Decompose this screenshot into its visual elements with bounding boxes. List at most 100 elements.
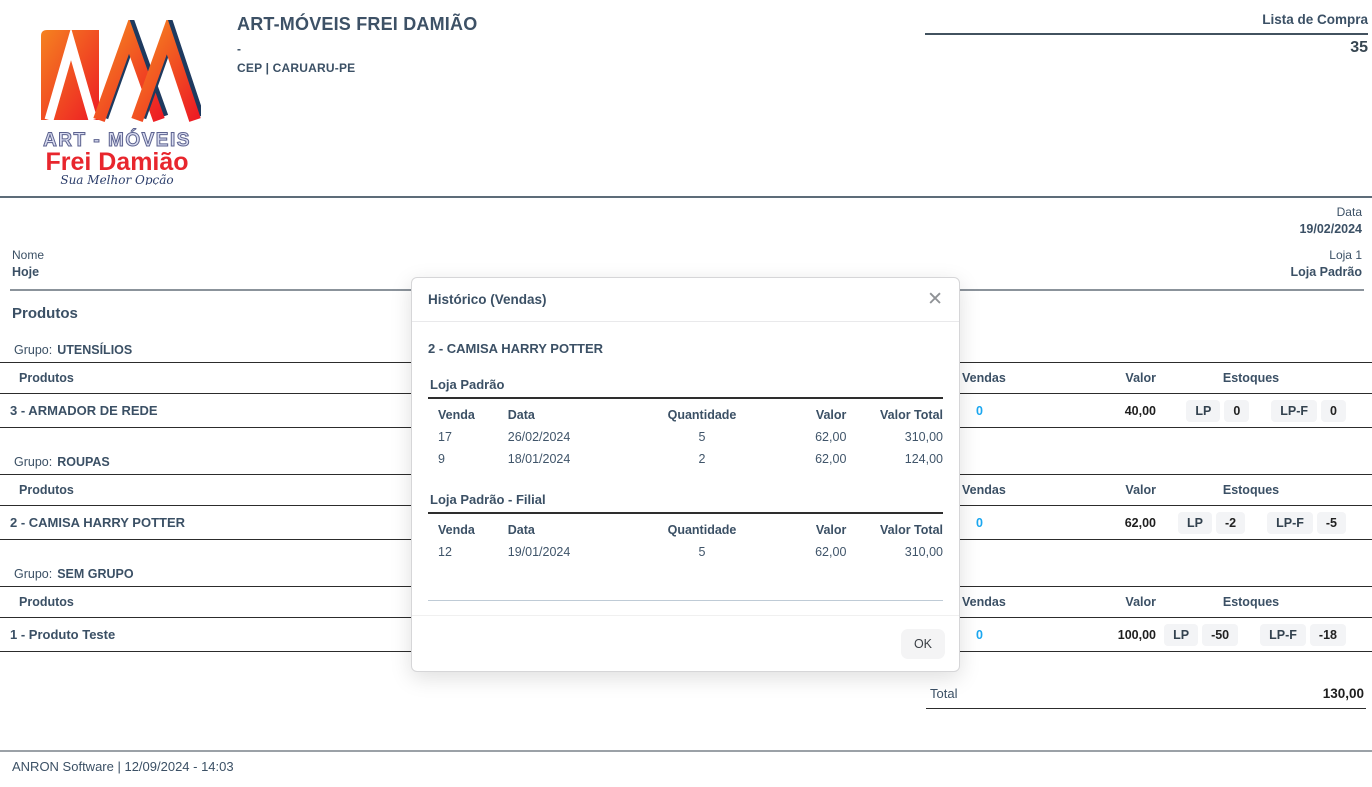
report-title-block: Lista de Compra 35 — [925, 12, 1368, 57]
close-icon[interactable]: ✕ — [927, 289, 943, 310]
venda-valor: 62,00 — [815, 430, 847, 444]
sales-table-loja-padrao-filial: Venda Data Quantidade Valor Valor Total … — [428, 514, 943, 563]
venda-qtd: 5 — [698, 430, 706, 444]
logo-slogan: Sua Melhor Opção — [60, 173, 173, 185]
col-header-valor: Valor — [1125, 483, 1156, 497]
data-value: 19/02/2024 — [1299, 222, 1362, 236]
company-name: ART-MÓVEIS FREI DAMIÃO — [237, 14, 478, 34]
company-logo: ART - MÓVEIS Frei Damião Sua Melhor Opçã… — [33, 13, 205, 187]
venda-valor: 62,00 — [815, 545, 847, 559]
modal-body-end-divider — [428, 600, 943, 601]
lp-badge-label: LP — [1164, 623, 1199, 646]
meta-data: Data 19/02/2024 — [1299, 205, 1362, 236]
estoques-cell: LP -50 LP-F -18 — [1156, 623, 1372, 646]
store-section-title: Loja Padrão — [428, 377, 943, 399]
col-header-estoques: Estoques — [1222, 371, 1280, 385]
venda-id: 12 — [438, 545, 452, 559]
col-quantidade: Quantidade — [667, 523, 737, 537]
col-venda: Venda — [438, 523, 475, 537]
sales-row: 12 19/01/2024 5 62,00 310,00 — [428, 541, 943, 563]
group-name: UTENSÍLIOS — [57, 342, 133, 357]
footer-divider — [0, 750, 1372, 752]
group-name: SEM GRUPO — [57, 566, 134, 581]
modal-body: 2 - CAMISA HARRY POTTER Loja Padrão Vend… — [412, 322, 959, 615]
estoques-cell: LP 0 LP-F 0 — [1156, 399, 1372, 422]
sales-table-loja-padrao: Venda Data Quantidade Valor Valor Total … — [428, 399, 943, 470]
report-number: 35 — [1350, 39, 1368, 56]
lp-badge-value: -50 — [1202, 623, 1239, 646]
group-prefix: Grupo: — [14, 454, 53, 469]
loja-value: Loja Padrão — [1290, 265, 1362, 279]
lp-badge-label: LP — [1186, 399, 1221, 422]
col-header-estoques: Estoques — [1222, 483, 1280, 497]
lp-badge-value: -2 — [1215, 511, 1246, 534]
col-valor-total: Valor Total — [880, 408, 943, 422]
lpf-badge-label: LP-F — [1271, 399, 1318, 422]
group-prefix: Grupo: — [14, 342, 53, 357]
venda-valor: 62,00 — [815, 452, 847, 466]
footer-text: ANRON Software | 12/09/2024 - 14:03 — [12, 759, 234, 774]
venda-id: 9 — [438, 452, 445, 466]
total-value: 130,00 — [1322, 686, 1364, 701]
vendas-count-link[interactable]: 0 — [976, 515, 983, 530]
nome-label: Nome — [12, 248, 45, 262]
loja-label: Loja 1 — [1329, 248, 1362, 262]
col-venda: Venda — [438, 408, 475, 422]
col-header-valor: Valor — [1125, 371, 1156, 385]
venda-valor-total: 124,00 — [904, 452, 943, 466]
data-label: Data — [1336, 205, 1362, 219]
logo-brand-top: ART - MÓVEIS — [43, 129, 191, 151]
col-header-vendas: Vendas — [962, 595, 1006, 609]
product-name: 2 - CAMISA HARRY POTTER — [10, 515, 186, 530]
product-name: 3 - ARMADOR DE REDE — [10, 403, 158, 418]
venda-data: 19/01/2024 — [507, 545, 571, 559]
col-data: Data — [507, 408, 535, 422]
lpf-badge-label: LP-F — [1260, 623, 1306, 646]
col-valor: Valor — [815, 408, 847, 422]
venda-data: 26/02/2024 — [507, 430, 571, 444]
venda-data: 18/01/2024 — [507, 452, 571, 466]
modal-header: Histórico (Vendas) ✕ — [412, 278, 959, 322]
logo-graphic: ART - MÓVEIS Frei Damião Sua Melhor Opçã… — [41, 13, 205, 187]
company-address-line: - — [237, 42, 241, 56]
modal-product-name: 2 - CAMISA HARRY POTTER — [428, 341, 604, 356]
products-section-title: Produtos — [12, 305, 78, 322]
group-prefix: Grupo: — [14, 566, 53, 581]
col-header-vendas: Vendas — [962, 483, 1006, 497]
col-header-produtos: Produtos — [19, 371, 74, 385]
sales-row: 17 26/02/2024 5 62,00 310,00 — [428, 426, 943, 448]
company-city-line: CEP | CARUARU-PE — [237, 61, 356, 75]
col-quantidade: Quantidade — [667, 408, 737, 422]
venda-qtd: 5 — [698, 545, 706, 559]
lpf-badge-value: 0 — [1321, 399, 1346, 422]
col-header-valor: Valor — [1125, 595, 1156, 609]
report-title: Lista de Compra — [925, 12, 1368, 35]
historico-vendas-modal: Histórico (Vendas) ✕ 2 - CAMISA HARRY PO… — [411, 277, 960, 672]
product-name: 1 - Produto Teste — [10, 627, 116, 642]
sales-table-header: Venda Data Quantidade Valor Valor Total — [428, 514, 943, 541]
lpf-badge-value: -18 — [1309, 623, 1346, 646]
venda-qtd: 2 — [698, 452, 706, 466]
sales-row: 9 18/01/2024 2 62,00 124,00 — [428, 448, 943, 470]
venda-valor-total: 310,00 — [904, 430, 943, 444]
meta-nome: Nome Hoje — [12, 248, 44, 279]
logo-brand-name: Frei Damião — [45, 148, 188, 176]
modal-footer: OK — [412, 615, 959, 671]
ok-button[interactable]: OK — [900, 628, 945, 659]
col-header-vendas: Vendas — [962, 371, 1006, 385]
estoques-cell: LP -2 LP-F -5 — [1156, 511, 1372, 534]
sales-table-header: Venda Data Quantidade Valor Valor Total — [428, 399, 943, 426]
product-valor: 40,00 — [1124, 403, 1156, 418]
col-header-estoques: Estoques — [1222, 595, 1280, 609]
nome-value: Hoje — [12, 265, 40, 279]
venda-id: 17 — [438, 430, 452, 444]
company-header: ART-MÓVEIS FREI DAMIÃO - CEP | CARUARU-P… — [237, 14, 477, 75]
vendas-count-link[interactable]: 0 — [976, 403, 983, 418]
total-block: Total 130,00 — [926, 686, 1366, 709]
vendas-count-link[interactable]: 0 — [976, 627, 983, 642]
lpf-badge-value: -5 — [1316, 511, 1346, 534]
meta-loja: Loja 1 Loja Padrão — [1290, 248, 1362, 279]
col-valor-total: Valor Total — [880, 523, 943, 537]
store-section-title: Loja Padrão - Filial — [428, 492, 943, 514]
